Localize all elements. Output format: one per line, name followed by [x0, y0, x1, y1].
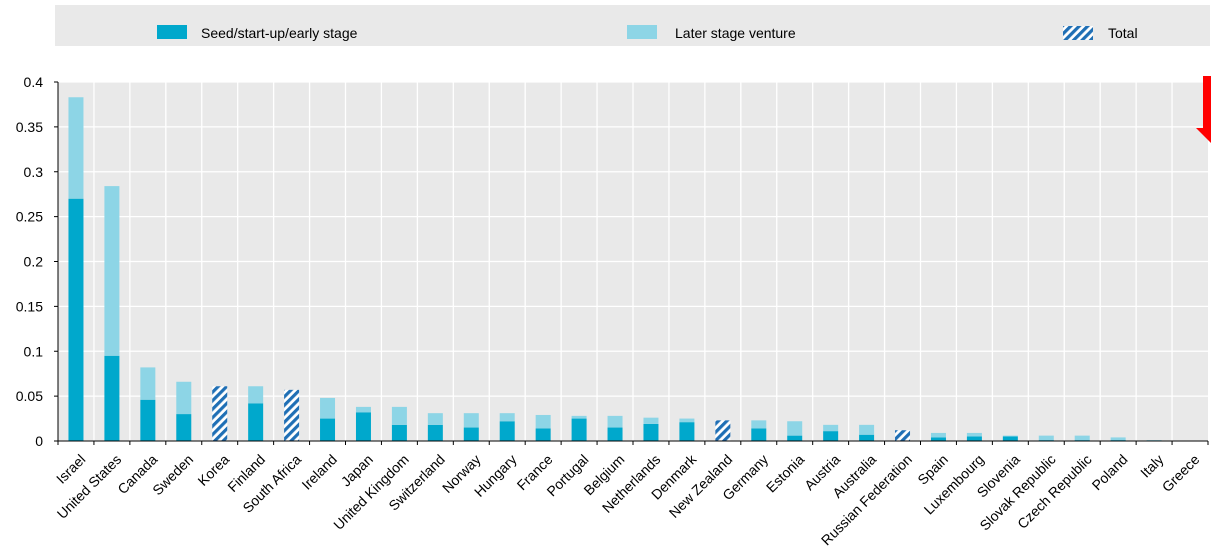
- legend-label-later: Later stage venture: [675, 25, 796, 41]
- y-tick-label: 0.3: [24, 164, 44, 180]
- bar-later: [1038, 435, 1054, 441]
- bar-seed: [463, 427, 479, 441]
- x-category-label: Greece: [1159, 451, 1203, 495]
- bar-later: [499, 413, 515, 422]
- bar-later: [1110, 437, 1126, 441]
- bar-seed: [751, 428, 767, 441]
- bar-seed: [859, 434, 875, 441]
- y-tick-label: 0.25: [16, 209, 43, 225]
- bar-later: [930, 432, 946, 438]
- bar-seed: [391, 424, 407, 441]
- arrow-head: [1196, 128, 1211, 143]
- bar-later: [68, 97, 84, 199]
- bar-total: [895, 430, 911, 441]
- y-tick-label: 0: [35, 433, 43, 449]
- bar-later: [535, 414, 551, 429]
- bar-seed: [248, 403, 264, 441]
- bar-total: [212, 386, 228, 441]
- bar-seed: [643, 423, 659, 441]
- y-tick-label: 0.2: [24, 254, 44, 270]
- bar-seed: [823, 431, 839, 441]
- x-category-label: Ireland: [298, 451, 340, 493]
- bar-later: [679, 418, 695, 423]
- bars-layer: [68, 97, 1162, 441]
- bar-later: [391, 406, 407, 425]
- bar-seed: [499, 421, 515, 441]
- bar-later: [140, 367, 156, 400]
- bar-later: [248, 386, 264, 404]
- y-tick-label: 0.35: [16, 119, 43, 135]
- axes: [54, 81, 1209, 445]
- y-tick-label: 0.1: [24, 343, 44, 359]
- x-category-label: Estonia: [763, 451, 807, 495]
- bar-later: [571, 415, 587, 419]
- bar-later: [643, 417, 659, 424]
- bar-seed: [176, 414, 192, 441]
- bar-later: [320, 397, 336, 419]
- arrow-shaft: [1203, 76, 1211, 130]
- bar-seed: [787, 435, 803, 441]
- legend-label-total: Total: [1108, 25, 1138, 41]
- bar-seed: [607, 427, 623, 441]
- grid-lines: [58, 81, 1208, 442]
- x-category-label: Poland: [1088, 451, 1130, 493]
- bar-later: [463, 413, 479, 428]
- bar-seed: [930, 437, 946, 441]
- bar-seed: [140, 399, 156, 441]
- x-category-label: Italy: [1137, 451, 1166, 480]
- bar-later: [859, 424, 875, 435]
- bar-seed: [427, 424, 443, 441]
- bar-later: [966, 432, 982, 437]
- bar-later: [1002, 435, 1018, 437]
- bar-later: [1074, 435, 1090, 441]
- legend: Seed/start-up/early stage Later stage ve…: [55, 5, 1210, 46]
- legend-label-seed: Seed/start-up/early stage: [201, 25, 358, 41]
- bar-later: [607, 415, 623, 428]
- bar-seed: [1002, 436, 1018, 441]
- bar-later: [176, 381, 192, 415]
- bar-later: [751, 420, 767, 429]
- bar-later: [104, 186, 120, 356]
- bar-seed: [571, 418, 587, 441]
- bar-seed: [966, 436, 982, 441]
- bar-seed: [355, 412, 371, 441]
- x-category-label: Sweden: [149, 451, 196, 498]
- bar-seed: [679, 422, 695, 441]
- bar-seed: [104, 355, 120, 441]
- legend-swatch-total: [1063, 26, 1093, 40]
- legend-swatch-seed: [157, 25, 187, 39]
- y-tick-label: 0.05: [16, 388, 43, 404]
- bar-later: [355, 406, 371, 413]
- bar-seed: [68, 198, 84, 441]
- bar-later: [823, 424, 839, 432]
- bar-later: [427, 413, 443, 425]
- bar-total: [715, 420, 731, 441]
- red-down-arrow-icon: [1196, 76, 1211, 143]
- y-tick-label: 0.4: [24, 74, 44, 90]
- bar-seed: [535, 428, 551, 441]
- y-tick-label: 0.15: [16, 298, 43, 314]
- legend-swatch-later: [627, 25, 657, 39]
- y-tick-labels: 0 0.05 0.1 0.15 0.2 0.25 0.3 0.35 0.4: [16, 74, 43, 449]
- bar-seed: [320, 418, 336, 441]
- bar-later: [787, 421, 803, 436]
- bar-total: [284, 389, 300, 441]
